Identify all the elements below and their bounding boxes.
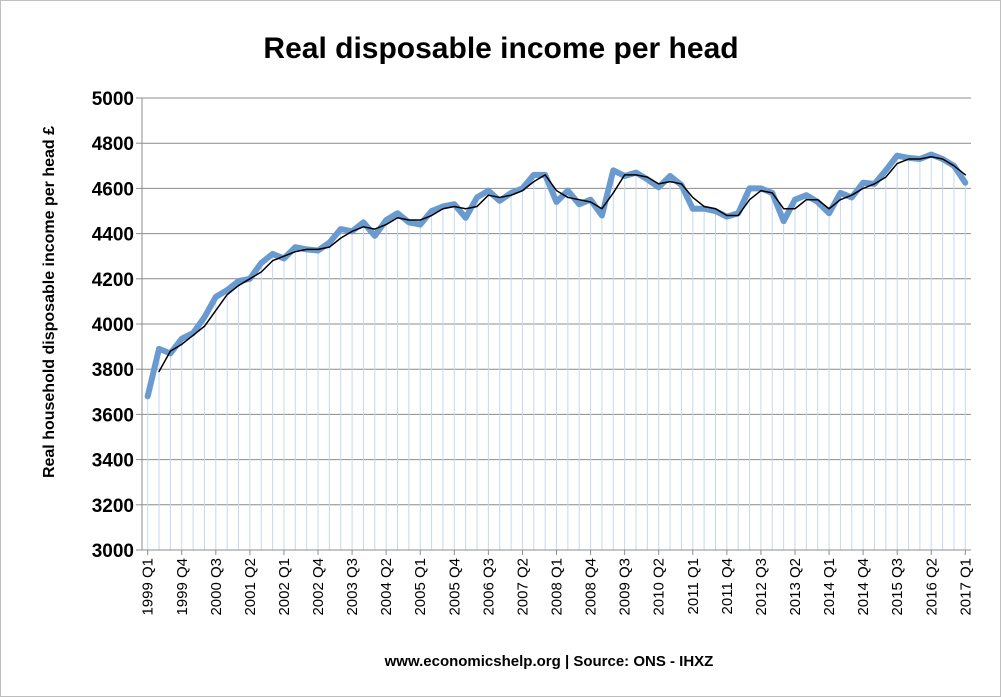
y-axis-label: Real household disposable income per hea… xyxy=(41,126,58,478)
x-tick-label: 2005 Q4 xyxy=(446,558,463,616)
y-tick-labels: 3000 3200 3400 3600 3800 4000 4200 4400 4600 4800… xyxy=(92,89,134,562)
x-tick-label: 2006 Q3 xyxy=(480,558,497,616)
series-line-trend xyxy=(158,156,967,373)
y-tick-label: 4800 xyxy=(92,134,134,155)
y-tick-label: 3200 xyxy=(92,496,134,517)
x-tick-label: 2011 Q4 xyxy=(719,558,736,614)
x-tick-label: 2014 Q4 xyxy=(855,558,872,616)
x-tick-label: 1999 Q1 xyxy=(140,558,157,616)
x-tick-label: 2010 Q2 xyxy=(651,558,668,616)
y-tick-label: 4400 xyxy=(92,225,134,246)
x-tick-label: 2001 Q2 xyxy=(242,558,259,616)
x-tick-label: 2008 Q4 xyxy=(583,558,600,616)
source-note: www.economicshelp.org | Source: ONS - IH… xyxy=(384,653,714,670)
chart-title: Real disposable income per head xyxy=(263,32,738,65)
x-tick-label: 2012 Q3 xyxy=(753,558,770,616)
drop-lines xyxy=(147,154,966,550)
x-tick-label: 2008 Q1 xyxy=(549,558,566,616)
x-tick-label: 2016 Q2 xyxy=(923,558,940,616)
x-tick-labels: 1999 Q1 1999 Q4 2000 Q3 2001 Q2 2002 Q1 2002 … xyxy=(140,550,974,616)
series xyxy=(144,151,969,400)
y-tick-label: 3400 xyxy=(92,451,134,472)
x-tick-label: 2013 Q2 xyxy=(787,558,804,616)
x-tick-label: 2002 Q1 xyxy=(276,558,293,616)
y-tick-label: 3600 xyxy=(92,405,134,426)
y-tick-label: 4000 xyxy=(92,315,134,336)
x-tick-label: 2003 Q3 xyxy=(344,558,361,616)
x-tick-label: 2000 Q3 xyxy=(208,558,225,616)
x-tick-label: 2007 Q2 xyxy=(514,558,531,616)
x-tick-label: 2009 Q3 xyxy=(617,558,634,616)
y-tick-label: 4600 xyxy=(92,179,134,200)
y-tick-label: 3800 xyxy=(92,360,134,381)
x-tick-label: 1999 Q4 xyxy=(174,558,191,616)
x-tick-label: 2011 Q1 xyxy=(685,558,702,614)
x-tick-label: 2014 Q1 xyxy=(821,558,838,616)
y-tick-label: 3000 xyxy=(92,541,134,562)
x-tick-label: 2002 Q4 xyxy=(310,558,327,616)
x-tick-label: 2005 Q1 xyxy=(412,558,429,616)
x-tick-label: 2017 Q1 xyxy=(957,558,974,616)
y-tick-label: 4200 xyxy=(92,270,134,291)
x-tick-label: 2004 Q2 xyxy=(378,558,395,616)
x-tick-label: 2015 Q3 xyxy=(889,558,906,616)
series-line-quarterly xyxy=(144,151,969,400)
y-tick-label: 5000 xyxy=(92,89,134,110)
